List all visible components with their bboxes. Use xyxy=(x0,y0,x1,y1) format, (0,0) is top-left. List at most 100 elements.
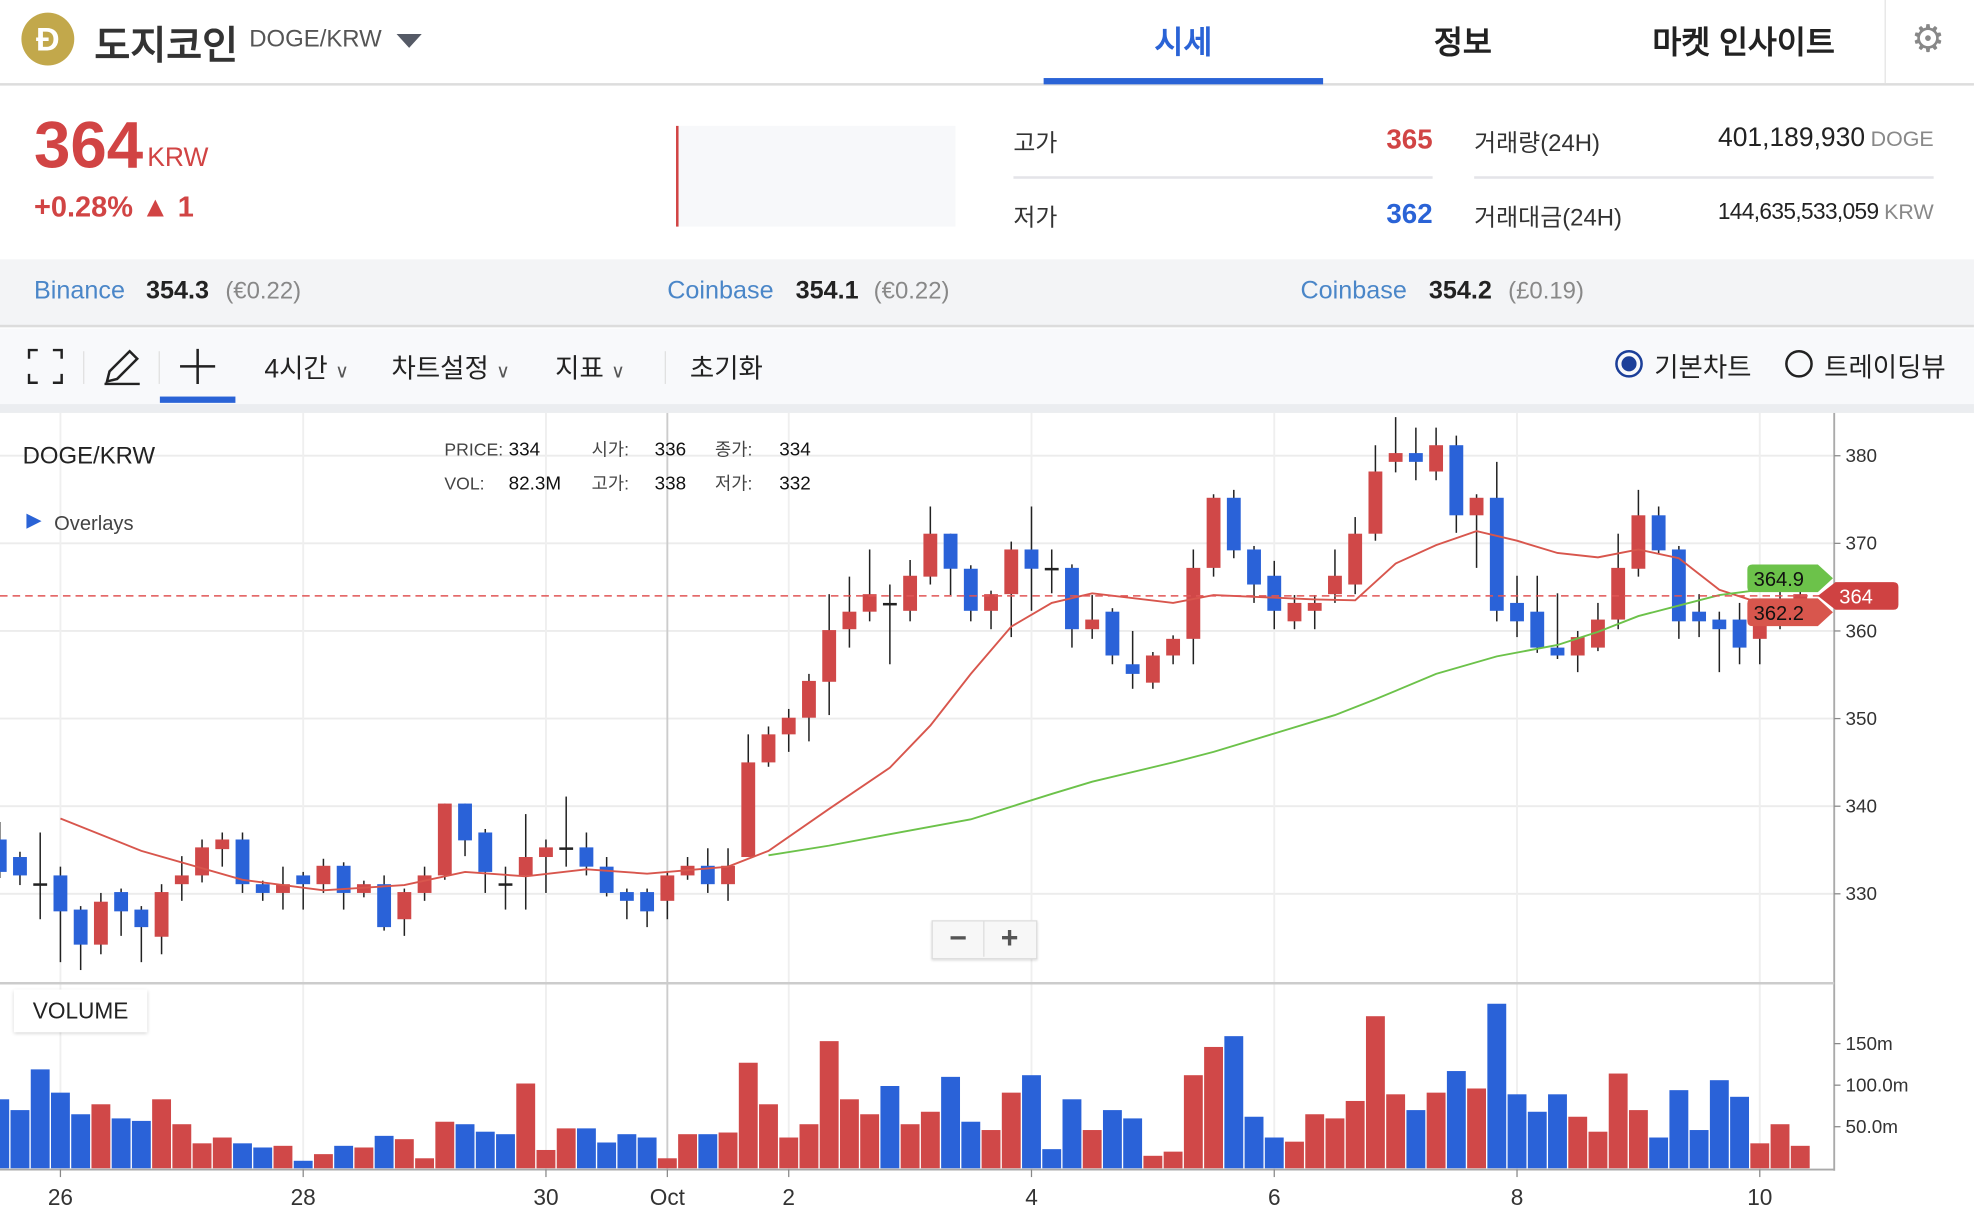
candle xyxy=(721,865,735,885)
candle xyxy=(943,533,958,569)
chart-settings-dropdown[interactable]: 차트설정 ∨ xyxy=(392,349,510,387)
radio-basic-chart[interactable] xyxy=(1615,349,1643,378)
y-tick-label: 340 xyxy=(1846,796,1878,817)
tab-market-insight[interactable]: 마켓 인사이트 xyxy=(1652,25,1835,61)
candle xyxy=(559,847,574,850)
info-price-label: PRICE: xyxy=(444,440,503,460)
candle xyxy=(1550,647,1565,656)
volume-bar xyxy=(1730,1096,1750,1169)
interval-dropdown[interactable]: 4시간 ∨ xyxy=(264,349,349,387)
overlays-expand-icon[interactable] xyxy=(26,513,42,529)
volume-bar xyxy=(1163,1151,1183,1169)
current-price-tag xyxy=(1817,582,1899,610)
candle xyxy=(73,909,88,945)
candle xyxy=(781,717,796,735)
volume-bar xyxy=(981,1130,1001,1169)
volume-bar xyxy=(415,1158,435,1169)
volume-bar xyxy=(1790,1145,1810,1169)
gear-icon[interactable]: ⚙ xyxy=(1911,18,1945,61)
amount-label: 거래대금(24H) xyxy=(1474,205,1623,232)
volume-bar xyxy=(1709,1080,1729,1169)
volume-bar xyxy=(637,1137,657,1169)
candle xyxy=(640,892,655,912)
candle xyxy=(255,884,270,893)
x-tick-label: 10 xyxy=(1747,1184,1772,1210)
zoom-in-button[interactable]: + xyxy=(983,921,1035,957)
volume-bar xyxy=(334,1145,354,1169)
radio-basic-chart-label[interactable]: 기본차트 xyxy=(1654,353,1752,383)
pair-label: DOGE/KRW xyxy=(249,26,382,53)
exchange-name[interactable]: Binance xyxy=(33,276,125,305)
candle xyxy=(93,901,108,945)
indicators-label: 지표 xyxy=(555,355,604,384)
ma-long-tag-text: 364.9 xyxy=(1754,569,1804,591)
info-vol-label: VOL: xyxy=(444,474,484,494)
volume-bar xyxy=(131,1120,151,1169)
volume-bar xyxy=(718,1132,738,1169)
tab-info[interactable]: 정보 xyxy=(1433,25,1492,61)
candle xyxy=(336,865,351,893)
volume-axis: 50.0m 100.0m 150m xyxy=(1834,1034,1909,1138)
crosshair-icon[interactable] xyxy=(180,348,216,384)
volume-bar xyxy=(475,1131,495,1169)
volume-bar xyxy=(880,1086,900,1169)
overlays-toggle[interactable]: Overlays xyxy=(54,513,133,535)
volume-label: 거래량(24H) xyxy=(1474,130,1601,158)
volume-bar xyxy=(293,1160,313,1169)
candle xyxy=(1692,611,1707,622)
volume-bar xyxy=(1770,1124,1790,1169)
tab-price[interactable]: 시세 xyxy=(1154,25,1213,61)
volume-bar xyxy=(1204,1046,1224,1169)
candle xyxy=(1489,497,1504,611)
volume-bar xyxy=(212,1137,232,1169)
candle xyxy=(741,762,756,858)
zoom-controls: − + xyxy=(931,920,1038,960)
divider xyxy=(664,351,666,384)
volume-bar xyxy=(698,1134,718,1169)
candle xyxy=(1145,655,1160,683)
coin-dropdown-caret-icon[interactable] xyxy=(396,33,422,48)
candle xyxy=(0,839,7,872)
fullscreen-icon[interactable] xyxy=(27,348,63,384)
volume-bar xyxy=(1042,1149,1062,1169)
volume-bar xyxy=(1183,1075,1203,1169)
exchange-sub: (€0.22) xyxy=(225,278,302,305)
volume-bar xyxy=(1285,1141,1304,1169)
low-label: 저가 xyxy=(1013,205,1058,232)
candle xyxy=(1307,602,1322,611)
candle xyxy=(498,883,513,886)
exchange-sub: (€0.22) xyxy=(873,278,950,305)
candle xyxy=(276,884,290,893)
candles xyxy=(0,417,1808,971)
radio-tradingview-label[interactable]: 트레이딩뷰 xyxy=(1824,353,1946,383)
volume-bar xyxy=(1467,1088,1487,1169)
candle xyxy=(963,568,978,611)
y-tick-label: 330 xyxy=(1846,884,1878,905)
candle xyxy=(1287,602,1302,622)
radio-tradingview[interactable] xyxy=(1785,349,1813,378)
indicators-dropdown[interactable]: 지표 ∨ xyxy=(555,349,625,387)
candle xyxy=(33,883,48,886)
exchange-name[interactable]: Coinbase xyxy=(1300,276,1407,305)
volume-bar xyxy=(1689,1130,1709,1169)
candle xyxy=(397,892,412,920)
pencil-icon[interactable] xyxy=(103,347,141,386)
reset-button[interactable]: 초기화 xyxy=(689,355,763,384)
info-close-label: 종가: xyxy=(715,440,752,460)
volume-bar xyxy=(779,1137,799,1169)
candle xyxy=(377,884,392,928)
active-tab-indicator xyxy=(1043,78,1324,85)
volume-bar xyxy=(759,1104,778,1169)
x-axis: 26 28 30 Oct 2 4 6 8 10 xyxy=(48,1169,1772,1210)
zoom-out-button[interactable]: − xyxy=(949,921,967,956)
volume-bar xyxy=(1588,1131,1608,1169)
exchange-name[interactable]: Coinbase xyxy=(667,276,774,305)
candle xyxy=(1247,549,1261,585)
volume-bar xyxy=(192,1143,212,1169)
candle xyxy=(154,892,169,937)
x-tick-label: 28 xyxy=(291,1184,316,1210)
coin-name: 도지코인 xyxy=(94,23,239,68)
volume-bar xyxy=(1264,1137,1284,1169)
volume-bar xyxy=(1649,1137,1669,1169)
